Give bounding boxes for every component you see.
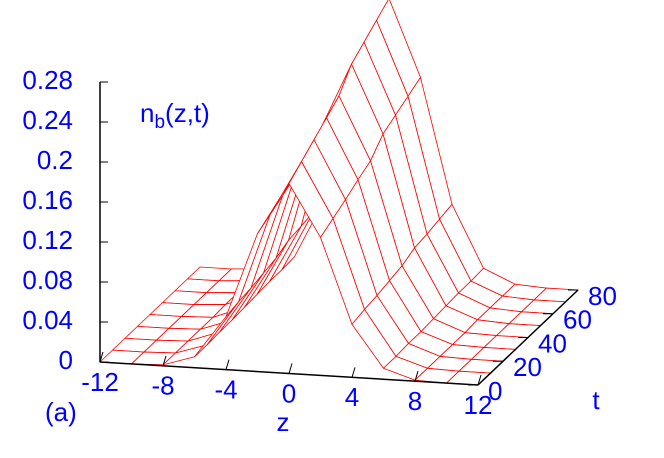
z-axis-label: nb(z,t): [140, 98, 210, 133]
y-tick-label: 60: [563, 305, 592, 335]
y-axis-label: t: [592, 385, 600, 415]
z-label-base: n: [140, 98, 154, 128]
y-tick-label: 80: [588, 281, 617, 311]
x-tick: [288, 363, 293, 374]
x-tick-label: -4: [214, 375, 237, 405]
z-tick-label: 0.28: [22, 65, 73, 95]
z-label-rest: (z,t): [165, 98, 210, 128]
z-tick-label: 0.2: [37, 145, 73, 175]
z-tick-label: 0: [59, 345, 73, 375]
x-tick-label: -12: [81, 367, 119, 397]
x-tick-label: 12: [464, 390, 493, 420]
x-tick: [162, 355, 167, 366]
x-tick-label: -8: [151, 371, 174, 401]
x-axis-label: z: [277, 407, 290, 437]
z-label-sub: b: [154, 112, 165, 133]
z-tick-label: 0.16: [22, 185, 73, 215]
panel-label: (a): [45, 397, 77, 427]
x-tick: [99, 351, 104, 363]
x-tick-label: 4: [345, 382, 359, 412]
z-tick-label: 0.24: [22, 105, 73, 135]
x-tick: [225, 359, 230, 370]
x-tick-label: 0: [282, 378, 296, 408]
x-tick: [414, 371, 419, 382]
y-tick-label: 20: [513, 352, 542, 382]
x-tick: [477, 374, 482, 386]
z-tick-label: 0.04: [22, 305, 73, 335]
y-tick-label: 0: [488, 376, 502, 406]
y-tick-label: 40: [538, 328, 567, 358]
x-tick: [351, 367, 356, 378]
x-tick-label: 8: [408, 386, 422, 416]
z-tick-label: 0.08: [22, 265, 73, 295]
z-tick-label: 0.12: [22, 225, 73, 255]
